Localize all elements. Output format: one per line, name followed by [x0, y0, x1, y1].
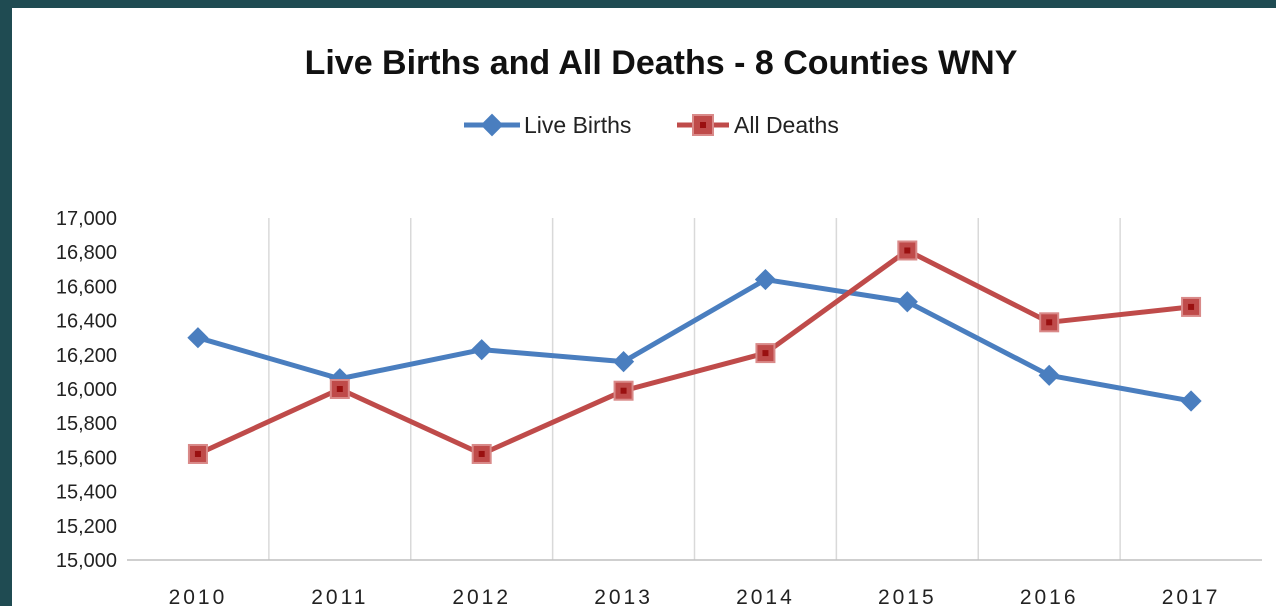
- y-tick-label: 15,600: [56, 447, 117, 469]
- data-point-square-center: [762, 350, 769, 357]
- data-point-diamond: [471, 339, 493, 361]
- y-tick-label: 16,200: [56, 345, 117, 367]
- legend-label-all-deaths: All Deaths: [734, 112, 839, 138]
- x-tick-label: 2012: [452, 586, 511, 606]
- x-tick-label: 2013: [594, 586, 653, 606]
- data-point-diamond: [896, 291, 918, 313]
- data-point-diamond: [754, 268, 777, 291]
- data-point-diamond: [187, 327, 209, 349]
- x-axis-ticks: 2010 2011 2012 2013 2014 2015 2016 2017: [169, 586, 1221, 606]
- data-point-diamond: [612, 351, 635, 373]
- chart-frame: Live Births and All Deaths - 8 Counties …: [12, 8, 1276, 606]
- legend-marker-diamond: [480, 113, 504, 137]
- y-tick-label: 15,000: [56, 550, 117, 572]
- legend: Live Births All Deaths: [464, 112, 839, 138]
- y-tick-label: 16,000: [56, 379, 117, 401]
- data-point-square-center: [336, 386, 343, 392]
- legend-item-all-deaths: All Deaths: [677, 112, 839, 138]
- series-all-deaths: [187, 240, 1202, 464]
- series-line: [197, 277, 1192, 404]
- gridlines: [268, 218, 1121, 560]
- y-axis-ticks: 15,000 15,200 15,400 15,600 15,800 16,000 16,2…: [56, 208, 117, 572]
- data-point-square-center: [620, 387, 627, 394]
- y-tick-label: 16,600: [56, 276, 117, 298]
- chart-title: Live Births and All Deaths - 8 Counties …: [305, 44, 1018, 82]
- line-chart: Live Births and All Deaths - 8 Counties …: [56, 44, 1262, 606]
- legend-marker-square-center: [700, 122, 706, 128]
- x-tick-label: 2014: [736, 586, 795, 606]
- data-point-square-center: [904, 247, 911, 254]
- y-tick-label: 15,800: [56, 413, 117, 435]
- y-tick-label: 17,000: [56, 208, 117, 230]
- series-group: [187, 240, 1202, 464]
- x-tick-label: 2011: [311, 586, 368, 606]
- data-point-square-center: [1188, 303, 1195, 310]
- data-point-square-center: [478, 450, 485, 457]
- x-tick-label: 2015: [878, 586, 937, 606]
- data-point-diamond: [1038, 364, 1060, 386]
- legend-item-live-births: Live Births: [464, 112, 631, 138]
- y-tick-label: 15,200: [56, 516, 117, 538]
- x-tick-label: 2016: [1020, 586, 1079, 606]
- data-point-square-center: [194, 450, 201, 457]
- x-tick-label: 2010: [169, 586, 228, 606]
- y-tick-label: 15,400: [56, 482, 117, 504]
- data-point-diamond: [1180, 390, 1202, 412]
- y-tick-label: 16,800: [56, 242, 117, 264]
- series-line: [196, 247, 1192, 457]
- data-point-square-center: [1046, 319, 1053, 326]
- x-tick-label: 2017: [1162, 586, 1221, 606]
- y-tick-label: 16,400: [56, 311, 117, 333]
- legend-label-live-births: Live Births: [524, 112, 631, 138]
